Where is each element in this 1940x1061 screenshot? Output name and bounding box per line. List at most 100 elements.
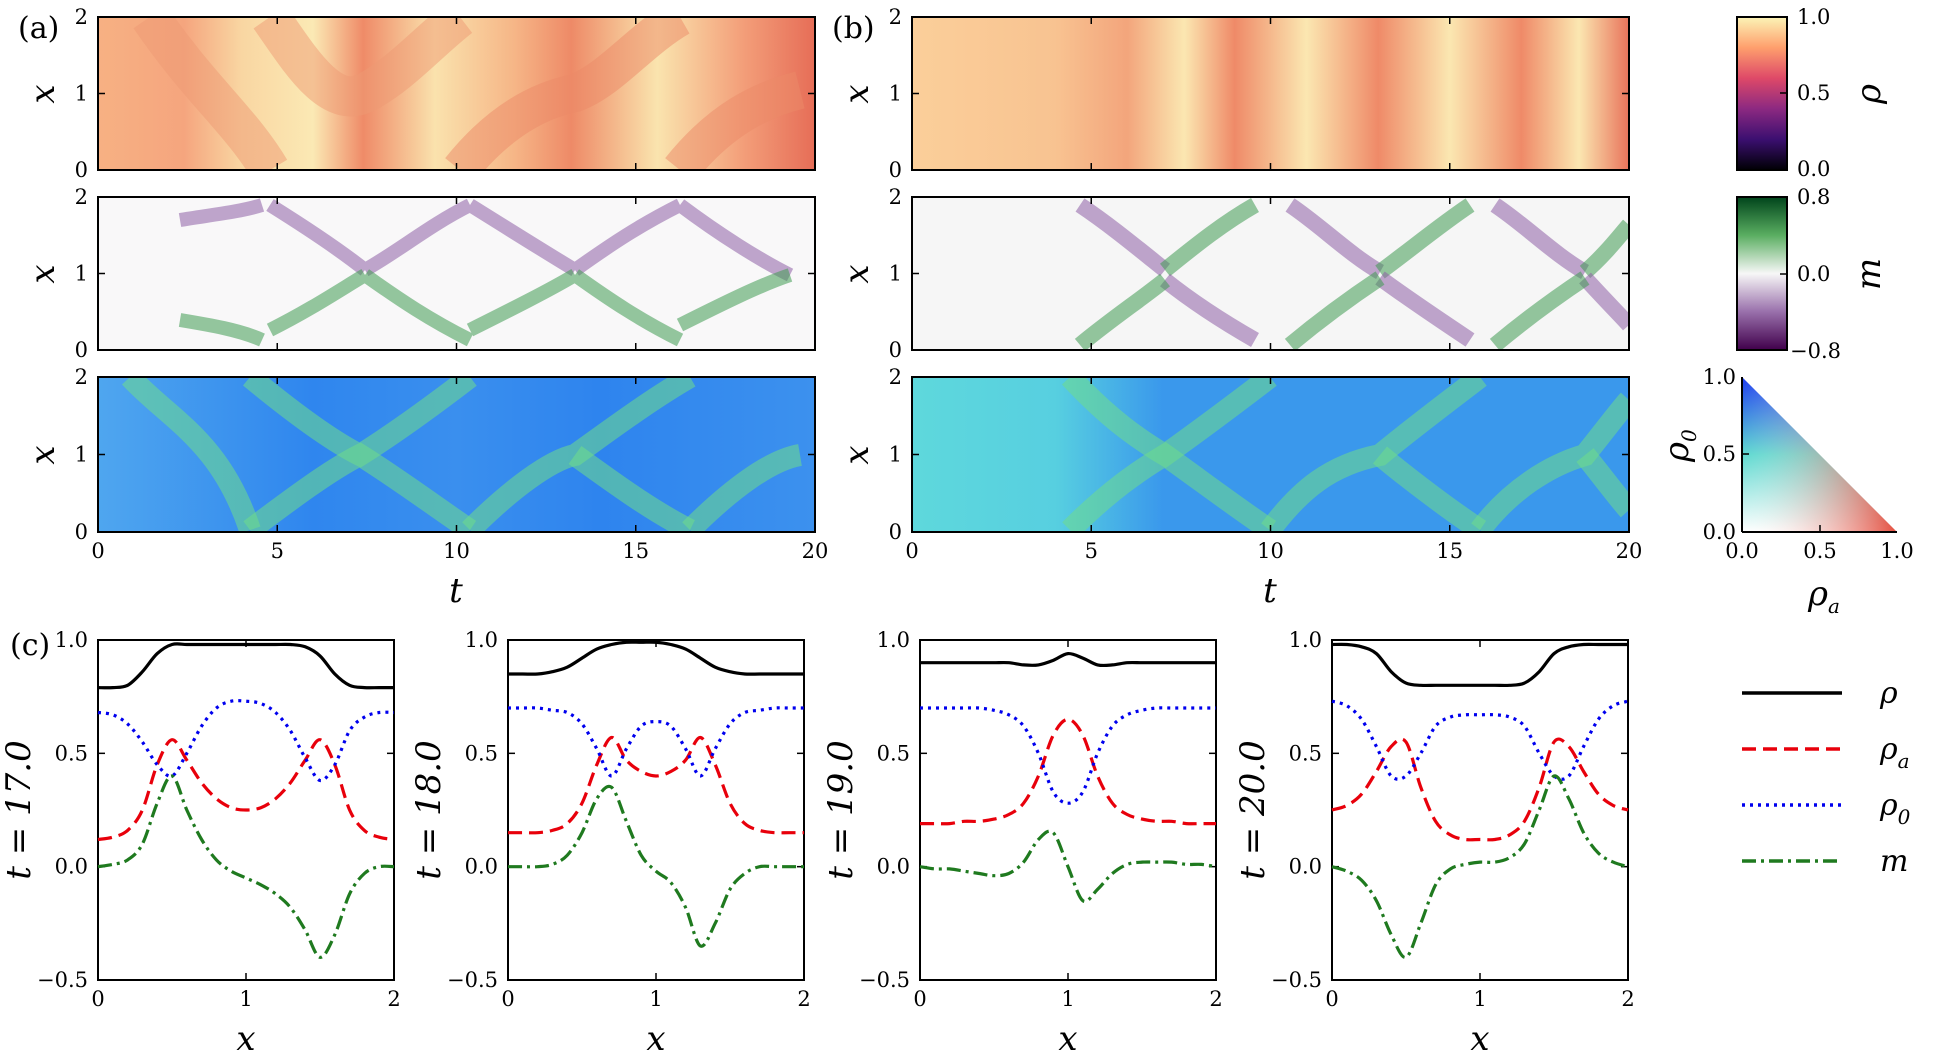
heatmap-ytick-label: 2 xyxy=(75,185,88,209)
heatmap-xtick-label: 5 xyxy=(271,539,284,563)
line-ylabel: t = 19.0 xyxy=(821,740,861,879)
series-line-rho_a xyxy=(919,717,1216,826)
heatmap-xtick-label: 0 xyxy=(91,539,104,563)
line-chart-panel-1: 0 1 2 −0.5 0.0 0.5 1.0 x t = 17.0 xyxy=(0,628,401,1059)
line-ytick-label: 1.0 xyxy=(55,628,88,652)
legend-label: ρ0 xyxy=(1879,788,1911,829)
heatmap-ytick-label: 0 xyxy=(889,158,902,182)
colorbar-m-tick-3: −0.8 xyxy=(1790,339,1841,363)
line-ylabel: t = 20.0 xyxy=(1233,740,1273,879)
line-xtick-label: 2 xyxy=(797,987,810,1011)
heatmap-ytick-label: 2 xyxy=(889,365,902,389)
series-line-rho_a xyxy=(508,735,804,835)
line-xtick-label: 2 xyxy=(387,987,400,1011)
line-chart-panel-4: 0 1 2 −0.5 0.0 0.5 1.0 x t = 20.0 xyxy=(1233,628,1635,1059)
heatmap-ytick-label: 0 xyxy=(889,520,902,544)
axis-label-b-x-row3: x xyxy=(837,445,877,464)
series-line-m xyxy=(508,784,804,948)
heatmap-ytick-label: 1 xyxy=(889,82,902,106)
line-ytick-label: −0.5 xyxy=(859,968,910,992)
series-line-rho xyxy=(1331,642,1628,688)
heatmap-ytick-label: 2 xyxy=(75,365,88,389)
series-line-rho xyxy=(507,640,804,676)
series-line-rho xyxy=(920,651,1216,668)
heatmap-ytick-label: 0 xyxy=(75,520,88,544)
colorbar-rho xyxy=(1736,16,1788,171)
legend-item-rho_a: ρa xyxy=(1742,732,1910,773)
line-ytick-label: 1.0 xyxy=(465,628,498,652)
triangle-xtick-2: 0.5 xyxy=(1803,539,1836,563)
triangle-colormap xyxy=(1741,377,1897,533)
heatmap-ytick-label: 1 xyxy=(75,82,88,106)
axis-label-b-x-row1: x xyxy=(837,84,877,103)
line-xtick-label: 1 xyxy=(649,987,662,1011)
line-ytick-label: −0.5 xyxy=(447,968,498,992)
line-ytick-label: 1.0 xyxy=(877,628,910,652)
line-ytick-label: 1.0 xyxy=(1289,628,1322,652)
triangle-ylabel: ρ0 xyxy=(1657,429,1701,463)
heatmap-xtick-label: 20 xyxy=(802,539,829,563)
series-line-rho_0 xyxy=(1331,699,1629,781)
heatmap-a-tri xyxy=(98,377,815,532)
line-ytick-label: 0.0 xyxy=(877,855,910,879)
series-line-m xyxy=(1331,774,1629,959)
colorbar-rho-tick-3: 0.0 xyxy=(1797,157,1830,181)
series-line-rho_a xyxy=(1331,737,1629,842)
axis-label-b-x-row2: x xyxy=(837,264,877,283)
colorbar-m xyxy=(1736,196,1788,351)
heatmap-a-m xyxy=(98,197,815,350)
line-xlabel: x xyxy=(646,1019,665,1059)
triangle-xlabel: ρa xyxy=(1807,574,1840,618)
axis-label-a-x-row3: x xyxy=(23,445,63,464)
line-chart-frame xyxy=(507,639,805,981)
line-xlabel: x xyxy=(1470,1019,1489,1059)
line-ytick-label: 0.5 xyxy=(877,741,910,765)
heatmap-b-tri xyxy=(912,377,1629,532)
line-ytick-label: 0.0 xyxy=(465,855,498,879)
heatmap-ytick-label: 1 xyxy=(889,262,902,286)
line-ytick-label: −0.5 xyxy=(37,968,88,992)
line-xlabel: x xyxy=(1058,1019,1077,1059)
series-line-m xyxy=(919,829,1217,904)
legend-label: ρa xyxy=(1879,732,1910,773)
panel-label-b: (b) xyxy=(832,11,875,46)
heatmap-ytick-label: 2 xyxy=(889,5,902,29)
line-ytick-label: 0.5 xyxy=(465,741,498,765)
axis-label-b-t: t xyxy=(1263,571,1277,611)
series-line-rho_a xyxy=(97,738,395,842)
line-xtick-label: 2 xyxy=(1621,987,1634,1011)
heatmap-xtick-label: 0 xyxy=(905,539,918,563)
legend-label: m xyxy=(1880,844,1908,879)
line-charts: 0 1 2 −0.5 0.0 0.5 1.0 x t = 17.0 0 1 2 −0.5 0.0 0.5 1.… xyxy=(0,628,1635,1059)
series-line-rho_0 xyxy=(507,706,804,778)
line-chart-panel-3: 0 1 2 −0.5 0.0 0.5 1.0 x t = 19.0 xyxy=(821,628,1223,1059)
panel-label-c: (c) xyxy=(10,628,50,663)
line-ytick-label: 0.0 xyxy=(1289,855,1322,879)
axis-label-a-x-row2: x xyxy=(23,264,63,283)
heatmap-ytick-label: 1 xyxy=(889,443,902,467)
colorbar-rho-tick-2: 0.5 xyxy=(1797,81,1830,105)
heatmap-ytick-label: 2 xyxy=(75,5,88,29)
line-ytick-label: −0.5 xyxy=(1271,968,1322,992)
line-ytick-label: 0.5 xyxy=(1289,741,1322,765)
triangle-xtick-3: 1.0 xyxy=(1880,539,1913,563)
line-xtick-label: 0 xyxy=(913,987,926,1011)
triangle-xtick-1: 0.0 xyxy=(1725,539,1758,563)
legend-item-rho_0: ρ0 xyxy=(1742,788,1911,829)
heatmap-ytick-label: 2 xyxy=(889,185,902,209)
line-xtick-label: 2 xyxy=(1209,987,1222,1011)
triangle-ytick-2: 0.5 xyxy=(1703,442,1736,466)
heatmap-b-m xyxy=(912,197,1629,350)
line-chart-frame xyxy=(1331,639,1629,981)
heatmap-ytick-label: 0 xyxy=(75,158,88,182)
heatmap-a-rho xyxy=(98,17,815,170)
colorbar-rho-tick-1: 1.0 xyxy=(1797,5,1830,29)
heatmap-xtick-label: 20 xyxy=(1616,539,1643,563)
heatmap-ytick-label: 1 xyxy=(75,262,88,286)
legend-item-m: m xyxy=(1742,844,1908,879)
axis-label-a-x-row1: x xyxy=(23,84,63,103)
line-xtick-label: 0 xyxy=(1325,987,1338,1011)
legend-item-rho: ρ xyxy=(1742,676,1898,711)
